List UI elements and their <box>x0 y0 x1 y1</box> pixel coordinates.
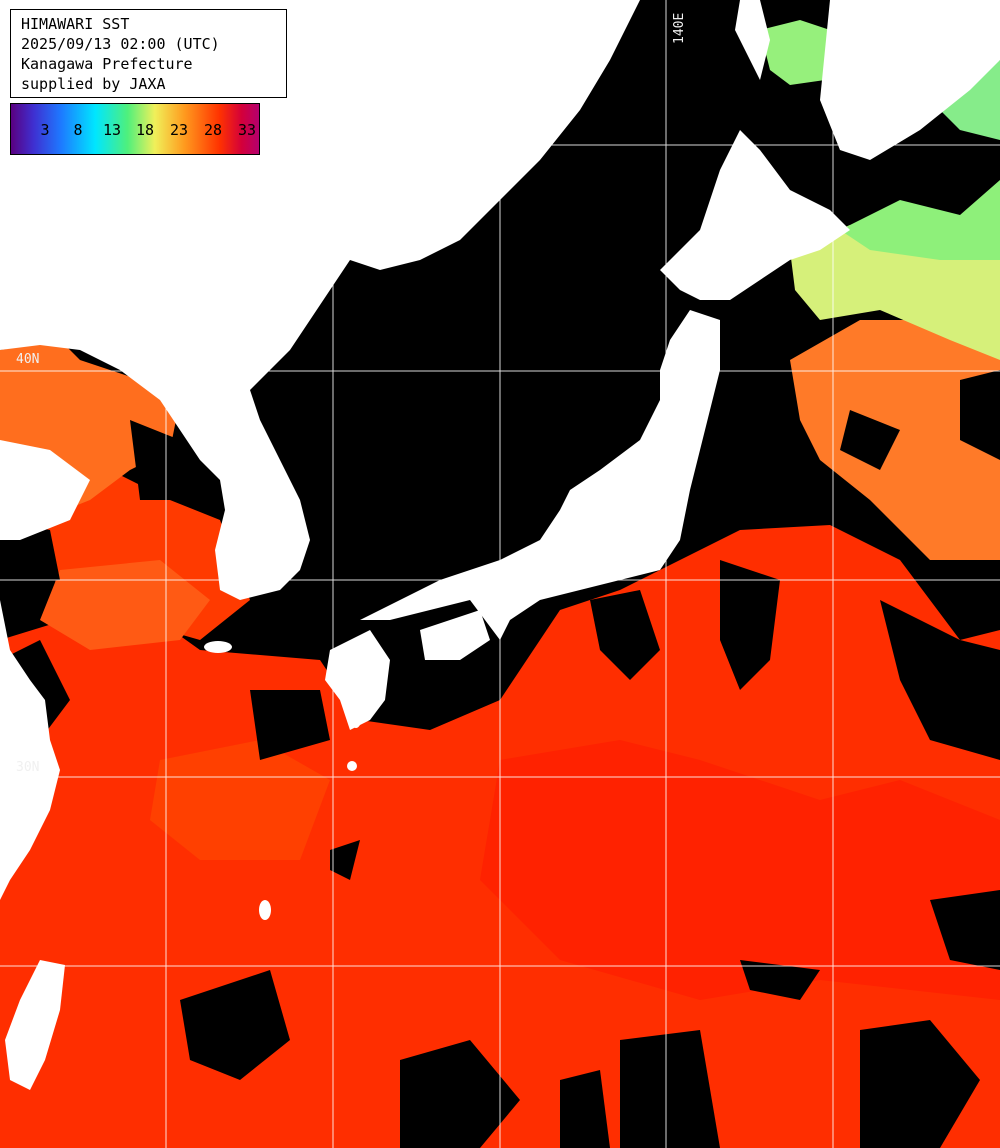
colorbar-tick-labels: 3 8 13 18 23 28 33 <box>11 120 259 140</box>
grid-label-40n: 40N <box>16 352 40 367</box>
region-name: Kanagawa Prefecture <box>21 55 193 73</box>
shikoku-island <box>420 610 490 660</box>
grid-label-140e: 140E <box>672 12 687 44</box>
temperature-colorbar: 3 8 13 18 23 28 33 <box>10 103 260 155</box>
info-box: HIMAWARI SST 2025/09/13 02:00 (UTC) Kana… <box>10 9 287 98</box>
product-title: HIMAWARI SST <box>21 15 130 33</box>
grid-label-30n: 30N <box>16 760 40 775</box>
cool-sea-region <box>760 20 1000 360</box>
data-credit: supplied by JAXA <box>21 75 166 93</box>
kyushu-island <box>325 630 390 730</box>
island-small-4 <box>259 900 271 920</box>
island-small-3 <box>351 712 361 728</box>
honshu-island <box>360 310 720 640</box>
colorbar-tick-28: 28 <box>203 121 223 139</box>
sakhalin-island <box>735 0 770 80</box>
russian-far-east <box>820 0 1000 160</box>
observation-time: 2025/09/13 02:00 (UTC) <box>21 35 220 53</box>
cloud-patches <box>0 370 1000 1148</box>
colorbar-tick-33: 33 <box>237 121 257 139</box>
jeju-island <box>204 641 232 653</box>
taiwan-island <box>5 960 65 1090</box>
hokkaido-island <box>660 130 850 300</box>
island-small-2 <box>347 761 357 771</box>
china-east-coast <box>0 600 60 900</box>
colorbar-tick-3: 3 <box>40 121 50 139</box>
bohai-coast <box>0 440 90 540</box>
colorbar-tick-23: 23 <box>169 121 189 139</box>
colorbar-tick-13: 13 <box>102 121 122 139</box>
colorbar-tick-8: 8 <box>73 121 83 139</box>
colorbar-tick-18: 18 <box>135 121 155 139</box>
